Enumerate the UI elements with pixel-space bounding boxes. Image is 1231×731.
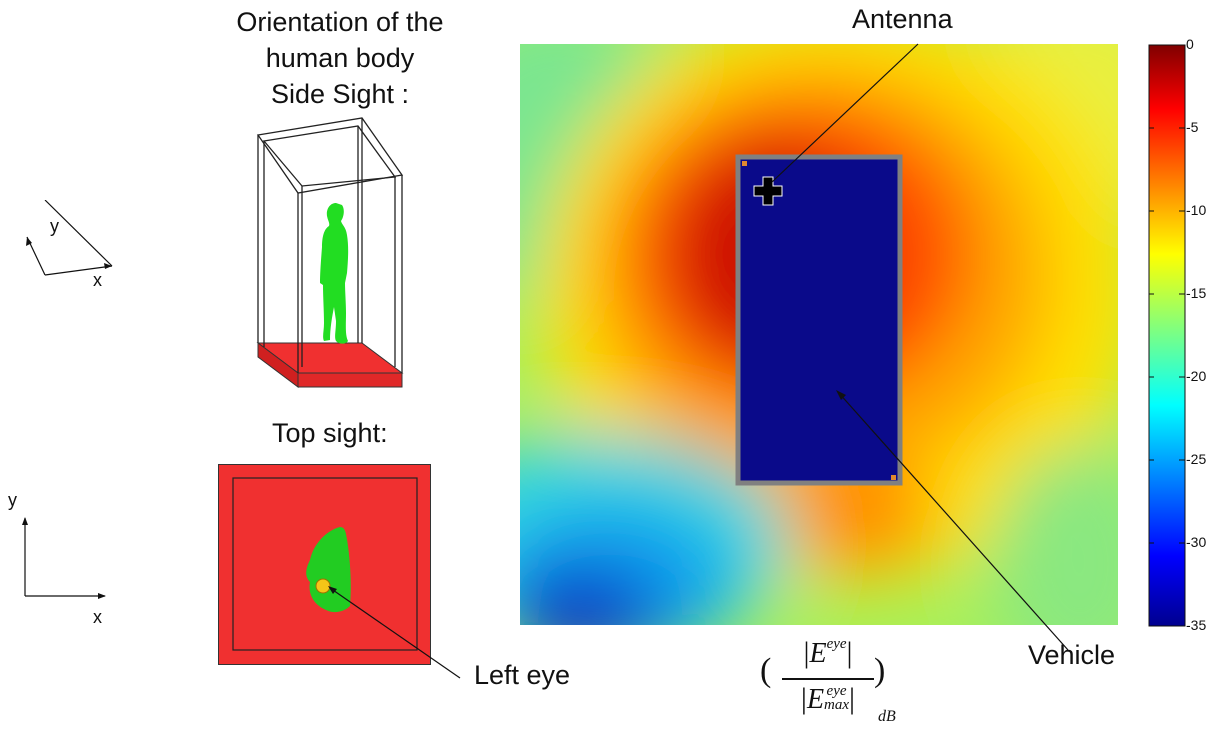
- vehicle-label: Vehicle: [1028, 640, 1116, 670]
- side-axis-x-arrow: [104, 263, 112, 269]
- colorbar-ticks: [1149, 44, 1185, 627]
- human-body-silhouette: [320, 203, 349, 344]
- formula-close-paren: ): [874, 652, 886, 689]
- vehicle-pointer-line: [837, 391, 1069, 651]
- formula-numerator-field: E: [809, 638, 827, 669]
- field-heatmap: [520, 44, 1118, 625]
- colorbar-tick-label: -15: [1186, 285, 1207, 301]
- colorbar-tick-label: -30: [1186, 534, 1207, 550]
- colorbar: [1148, 44, 1186, 627]
- top-axis-y-arrow: [22, 517, 28, 525]
- top-sight-figure: [218, 464, 431, 665]
- formula-numerator: |Eeye|: [803, 636, 853, 669]
- orientation-title: Orientation of the human body Side Sight…: [200, 4, 480, 112]
- top-axis-y-label: y: [8, 490, 17, 510]
- formula-open-paren: (: [760, 652, 772, 689]
- antenna-marker: [753, 176, 783, 206]
- formula-denominator-field: E: [806, 684, 825, 715]
- antenna-pointer-line: [771, 43, 919, 183]
- floor-front: [297, 372, 403, 388]
- colorbar-tick-label: -35: [1186, 617, 1207, 633]
- top-sight-label: Top sight:: [272, 418, 388, 448]
- side-axis-y-arrow: [26, 237, 32, 246]
- colorbar-tick-label: -20: [1186, 368, 1207, 384]
- formula-denominator-sub: max: [824, 697, 850, 713]
- top-axes: [22, 517, 106, 599]
- left-eye-pointer: [328, 586, 461, 679]
- orientation-title-line-3: Side Sight :: [270, 79, 410, 109]
- colorbar-tick-label: -10: [1186, 202, 1207, 218]
- formula-unit: dB: [878, 708, 896, 725]
- box-wireframe: [256, 117, 404, 373]
- top-axis-x-arrow: [98, 593, 106, 599]
- formula-numerator-sup: eye: [826, 636, 847, 652]
- top-box-outline: [232, 477, 418, 651]
- vehicle-corner-marker-2: [891, 475, 896, 480]
- vehicle-corner-marker-1: [742, 161, 747, 166]
- orientation-title-line-1: Orientation of the: [236, 7, 444, 37]
- side-axis-x-label: x: [93, 270, 102, 290]
- top-axis-x-label: x: [93, 607, 102, 627]
- colorbar-tick-label: 0: [1186, 36, 1194, 52]
- vehicle-pointer-arrow: [836, 390, 846, 400]
- formula-fraction-bar: [782, 678, 874, 680]
- side-axis-y-label: y: [50, 216, 59, 236]
- formula: ( |Eeye| |E eye max | ) dB: [760, 632, 920, 731]
- colorbar-gradient: [1148, 44, 1186, 627]
- formula-denominator-sup: eye: [826, 683, 847, 699]
- side-axis-x-line: [44, 265, 113, 276]
- colorbar-tick-label: -25: [1186, 451, 1207, 467]
- vehicle-rect: [735, 154, 903, 486]
- orientation-title-line-2: human body: [265, 43, 415, 73]
- colorbar-tick-label: -5: [1186, 119, 1199, 135]
- antenna-label: Antenna: [852, 4, 953, 34]
- side-axes: [26, 200, 113, 276]
- left-eye-label: Left eye: [474, 660, 571, 690]
- formula-denominator: |E eye max |: [800, 682, 856, 715]
- left-eye-marker: [315, 578, 331, 594]
- side-sight-figure: [256, 117, 404, 388]
